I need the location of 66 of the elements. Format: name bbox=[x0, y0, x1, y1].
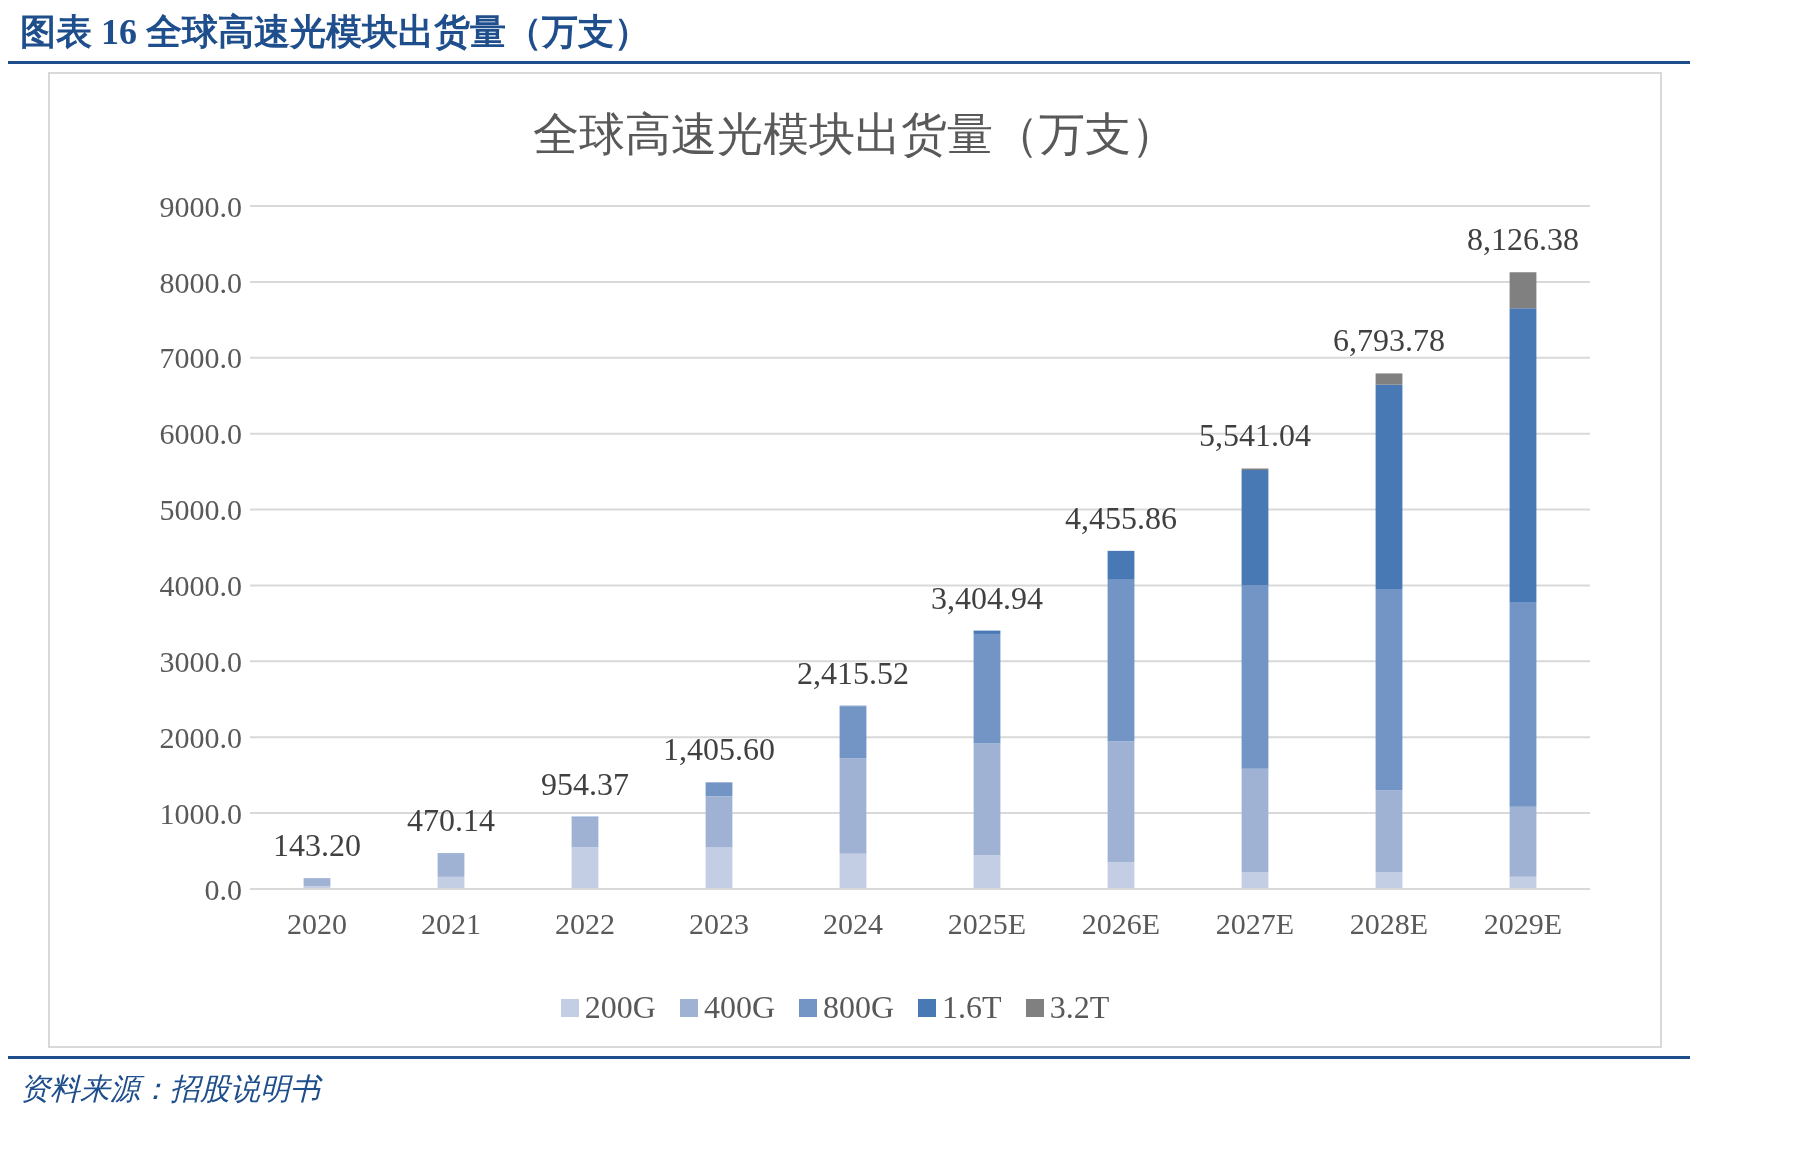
bar bbox=[1107, 862, 1135, 889]
bar bbox=[1509, 272, 1537, 309]
total-label: 4,455.86 bbox=[1065, 499, 1177, 536]
y-tick-label: 6000.0 bbox=[159, 417, 242, 451]
bar bbox=[1107, 550, 1135, 580]
x-tick-label: 2020 bbox=[287, 907, 347, 941]
x-tick-label: 2027E bbox=[1215, 907, 1295, 941]
total-label: 5,541.04 bbox=[1199, 417, 1311, 454]
bar bbox=[705, 847, 733, 889]
y-tick-label: 5000.0 bbox=[159, 493, 242, 527]
total-label: 143.20 bbox=[273, 827, 361, 864]
bar bbox=[571, 847, 599, 889]
chart-title: 图表 16 全球高速光模块出货量（万支） bbox=[8, 8, 1690, 64]
y-tick-label: 1000.0 bbox=[159, 796, 242, 830]
y-tick-label: 9000.0 bbox=[159, 189, 242, 223]
x-tick-label: 2023 bbox=[689, 907, 749, 941]
total-label: 1,405.60 bbox=[663, 731, 775, 768]
bar bbox=[437, 854, 465, 877]
bar bbox=[1241, 768, 1269, 873]
bar bbox=[839, 706, 867, 759]
legend-label: 3.2T bbox=[1048, 989, 1110, 1026]
total-label: 3,404.94 bbox=[931, 579, 1043, 616]
chart-subtitle: 全球高速光模块出货量（万支） bbox=[532, 108, 1178, 162]
bar bbox=[1241, 584, 1269, 769]
bar bbox=[1509, 601, 1537, 807]
x-tick-label: 2028E bbox=[1349, 907, 1429, 941]
y-tick-label: 7000.0 bbox=[159, 341, 242, 375]
y-tick-label: 0.0 bbox=[204, 872, 242, 906]
legend-label: 400G bbox=[702, 989, 775, 1026]
y-tick-label: 4000.0 bbox=[159, 569, 242, 603]
bar bbox=[839, 853, 867, 889]
total-label: 2,415.52 bbox=[797, 654, 909, 691]
legend-label: 200G bbox=[583, 989, 656, 1026]
bar bbox=[571, 817, 599, 848]
y-tick-label: 2000.0 bbox=[159, 720, 242, 754]
legend-label: 1.6T bbox=[941, 989, 1002, 1026]
bar bbox=[1375, 384, 1403, 590]
x-tick-label: 2025E bbox=[947, 907, 1027, 941]
x-tick-label: 2026E bbox=[1081, 907, 1161, 941]
total-label: 954.37 bbox=[541, 765, 629, 802]
x-tick-label: 2022 bbox=[555, 907, 615, 941]
x-tick-label: 2021 bbox=[421, 907, 481, 941]
bar bbox=[839, 758, 867, 854]
y-tick-label: 8000.0 bbox=[159, 265, 242, 299]
bar bbox=[1375, 373, 1403, 385]
bar bbox=[1107, 741, 1135, 863]
total-label: 8,126.38 bbox=[1467, 221, 1579, 258]
bar bbox=[973, 743, 1001, 856]
bar bbox=[1241, 470, 1269, 585]
bar bbox=[705, 796, 733, 848]
bar bbox=[1375, 790, 1403, 873]
bar bbox=[1509, 308, 1537, 602]
bar bbox=[1107, 579, 1135, 742]
legend-label: 800G bbox=[822, 989, 895, 1026]
bar bbox=[973, 633, 1001, 744]
bar bbox=[1375, 589, 1403, 791]
bar bbox=[303, 878, 331, 886]
bar bbox=[973, 855, 1001, 889]
total-label: 470.14 bbox=[407, 802, 495, 839]
x-tick-label: 2024 bbox=[823, 907, 883, 941]
total-label: 6,793.78 bbox=[1333, 322, 1445, 359]
text: 资料来源：招股说明书 bbox=[20, 1071, 324, 1107]
bar bbox=[705, 782, 733, 797]
x-tick-label: 2029E bbox=[1483, 907, 1563, 941]
bar bbox=[1509, 806, 1537, 877]
y-tick-label: 3000.0 bbox=[159, 644, 242, 678]
